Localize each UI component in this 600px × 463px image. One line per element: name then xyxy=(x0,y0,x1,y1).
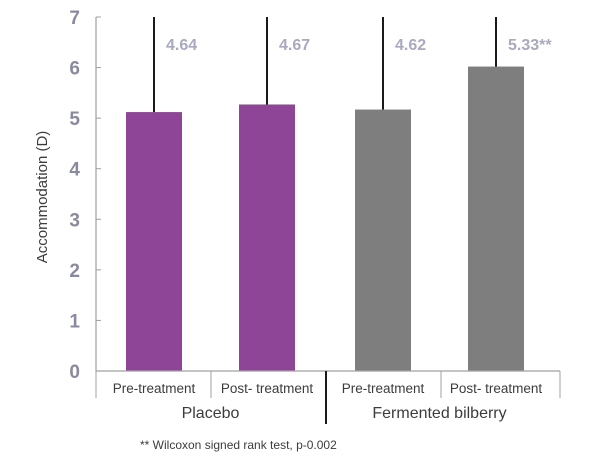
data-label: 4.64 xyxy=(166,37,197,54)
category-label: Pre-treatment xyxy=(113,381,196,396)
data-label: 4.67 xyxy=(279,37,310,54)
category-label: Post- treatment xyxy=(450,381,543,396)
group-label: Placebo xyxy=(182,405,240,422)
footnote: ** Wilcoxon signed rank test, p-0.002 xyxy=(140,438,337,452)
y-tick-label: 6 xyxy=(69,59,80,80)
bar xyxy=(355,109,411,371)
y-tick-label: 1 xyxy=(69,311,80,332)
bar xyxy=(468,66,524,371)
y-tick-label: 5 xyxy=(69,109,80,130)
y-axis-label: Accommodation (D) xyxy=(34,131,51,264)
y-tick-label: 4 xyxy=(69,160,80,181)
data-label: 4.62 xyxy=(395,37,426,54)
category-label: Post- treatment xyxy=(221,381,314,396)
y-axis: 0 1 2 3 4 5 6 7 xyxy=(69,8,101,383)
bar xyxy=(239,104,295,371)
y-tick-label: 3 xyxy=(69,210,80,231)
data-label: 5.33** xyxy=(508,37,552,54)
y-tick-label: 2 xyxy=(69,261,80,282)
group-label: Fermented bilberry xyxy=(372,405,506,422)
x-axis: Pre-treatment Post- treatment Pre-treatmen… xyxy=(95,370,561,424)
category-label: Pre-treatment xyxy=(342,381,425,396)
y-tick-label: 7 xyxy=(69,8,80,29)
bars: 4.64 4.67 4.62 5.33** xyxy=(126,17,552,372)
y-tick-label: 0 xyxy=(69,362,80,383)
bar xyxy=(126,112,182,372)
